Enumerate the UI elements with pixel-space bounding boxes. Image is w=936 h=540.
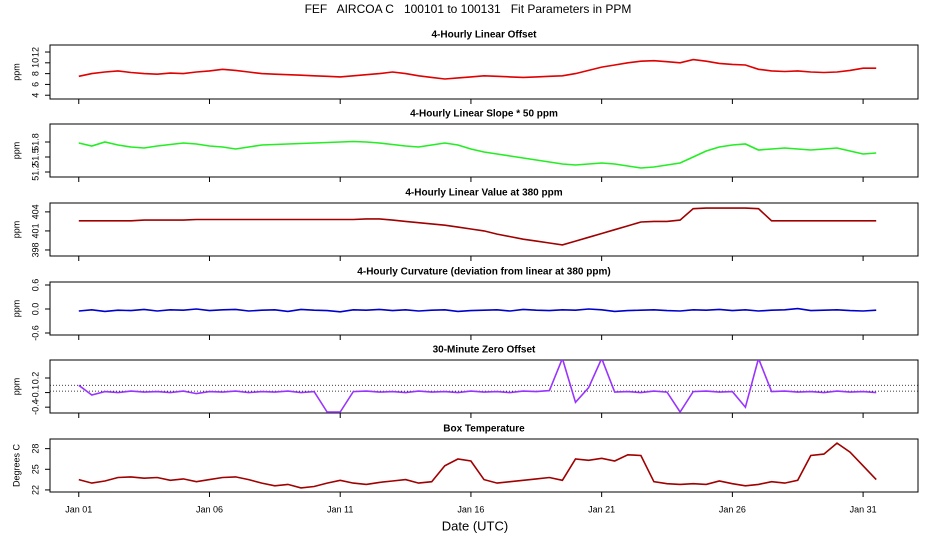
y-axis-label: ppm xyxy=(11,378,21,396)
y-tick-label: 8 xyxy=(30,71,40,76)
x-tick-label: Jan 31 xyxy=(850,504,877,514)
y-tick-label: 0.2 xyxy=(30,372,40,385)
panel-title: 4-Hourly Curvature (deviation from linea… xyxy=(357,267,610,278)
x-tick-label: Jan 16 xyxy=(457,504,484,514)
panel: 4-Hourly Linear Slope * 50 ppmppm51.251.… xyxy=(11,109,919,182)
y-tick-label: 51.5 xyxy=(30,148,40,166)
y-axis-label: ppm xyxy=(11,300,21,318)
y-tick-label: -0.4 xyxy=(30,399,40,415)
plot-frame xyxy=(49,281,919,336)
figure-title: FEF AIRCOA C 100101 to 100131 Fit Parame… xyxy=(305,2,632,16)
x-tick-label: Jan 01 xyxy=(65,504,92,514)
x-tick-label: Jan 26 xyxy=(719,504,746,514)
data-line xyxy=(78,207,877,246)
panel: 30-Minute Zero Offset ppm -0.4-0.10.2 xyxy=(11,345,919,418)
data-line xyxy=(78,360,877,413)
plot-frame xyxy=(49,123,919,178)
data-line xyxy=(78,442,877,489)
x-tick-label: Jan 06 xyxy=(196,504,223,514)
y-tick-label: -0.6 xyxy=(30,325,40,341)
y-tick-label: -0.1 xyxy=(30,385,40,401)
plot-frame xyxy=(49,202,919,257)
x-tick-label: Jan 21 xyxy=(588,504,615,514)
y-tick-label: 404 xyxy=(30,204,40,219)
y-tick-label: 4 xyxy=(30,93,40,98)
panel-title: Box Temperature xyxy=(443,424,525,435)
y-axis-label: ppm xyxy=(11,63,21,81)
y-tick-label: 398 xyxy=(30,242,40,257)
panel: 4-Hourly Linear Value at 380 ppm ppm 398 40… xyxy=(11,188,919,261)
data-line xyxy=(78,307,877,313)
y-tick-label: 51.2 xyxy=(30,163,40,181)
y-tick-label: 22 xyxy=(30,485,40,495)
y-tick-label: 51.8 xyxy=(30,133,40,151)
data-line xyxy=(78,58,877,80)
y-tick-label: 401 xyxy=(30,223,40,238)
panel-title: 4-Hourly Linear Value at 380 ppm xyxy=(405,188,562,199)
y-tick-label: 12 xyxy=(30,47,40,57)
y-axis-label: ppm xyxy=(11,221,21,239)
y-tick-label: 6 xyxy=(30,82,40,87)
x-tick-label: Jan 11 xyxy=(327,504,353,514)
y-tick-label: 25 xyxy=(30,464,40,474)
y-tick-label: 10 xyxy=(30,58,40,68)
data-line xyxy=(78,140,877,169)
plot-frame xyxy=(49,438,919,493)
plot-frame xyxy=(49,359,919,414)
panel-title: 30-Minute Zero Offset xyxy=(433,345,536,356)
panel: 4-Hourly Curvature (deviation from linea… xyxy=(11,267,919,341)
y-tick-label: 28 xyxy=(30,444,40,454)
y-tick-label: 0.0 xyxy=(30,303,40,316)
x-axis-label: Date (UTC) xyxy=(442,518,508,533)
panel-title: 4-Hourly Linear Offset xyxy=(431,30,537,41)
panel-title: 4-Hourly Linear Slope * 50 ppm xyxy=(410,109,558,120)
y-axis-label: Degrees C xyxy=(11,443,21,487)
panel: Box Temperature Degrees C 22 25 28 xyxy=(11,424,919,497)
y-tick-label: 0.6 xyxy=(30,279,40,292)
plot-frame xyxy=(49,44,919,100)
y-axis-label: ppm xyxy=(11,142,21,160)
